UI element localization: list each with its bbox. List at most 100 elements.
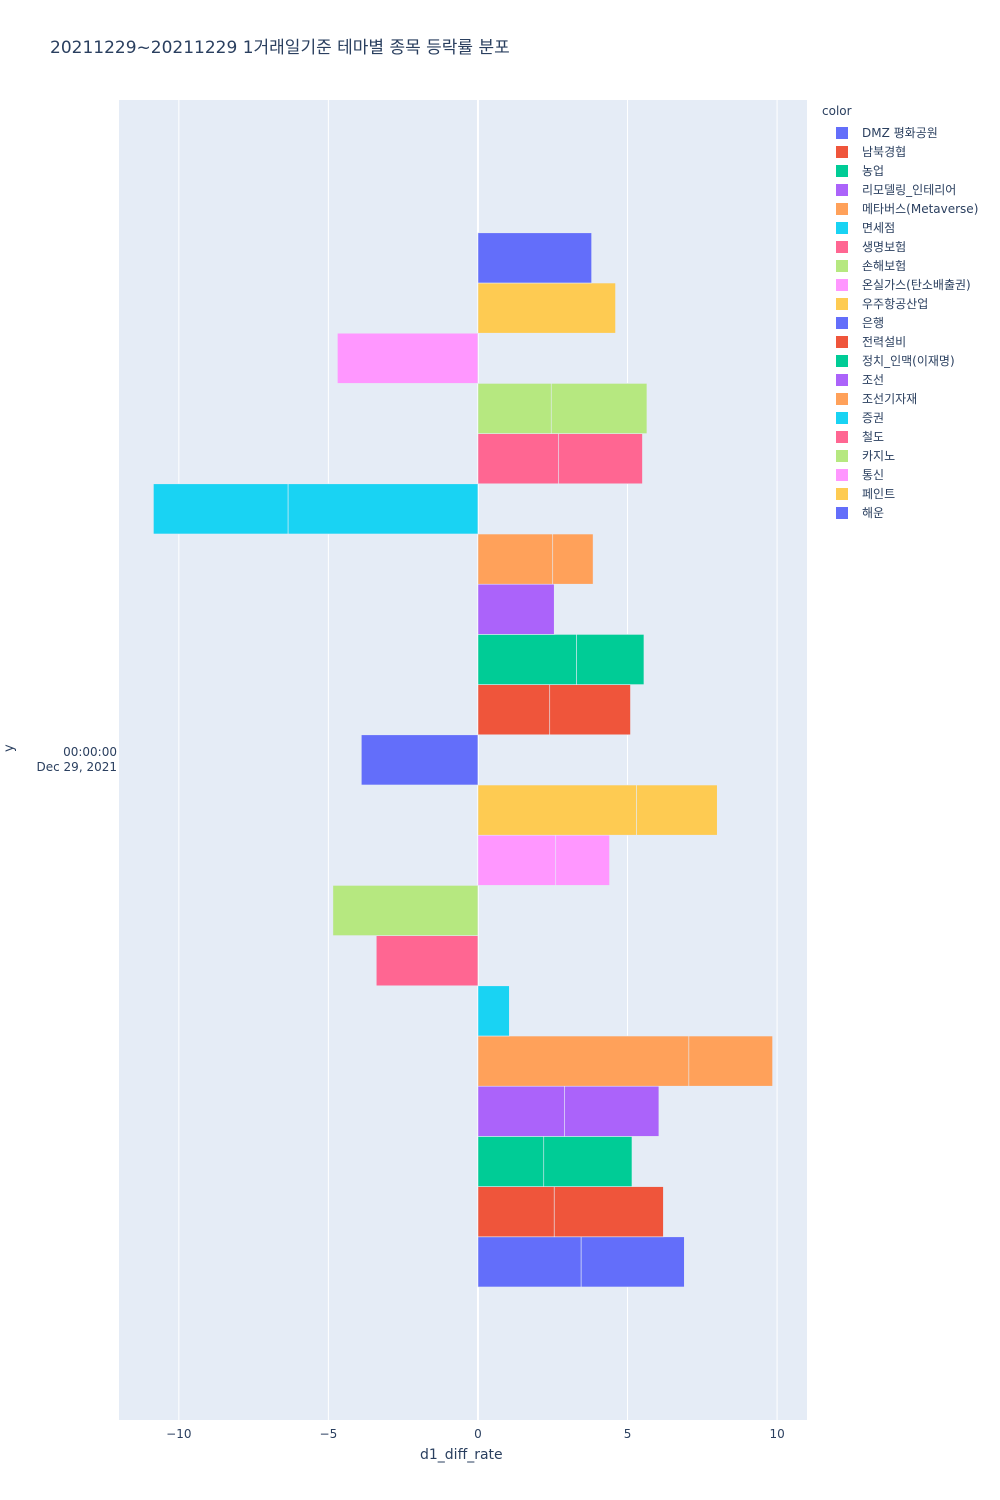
legend-swatch (836, 164, 848, 177)
bar-segment[interactable] (153, 483, 289, 535)
bar-segment[interactable] (477, 383, 552, 434)
legend-item[interactable]: 조선 (822, 370, 978, 389)
bar-segment[interactable] (477, 1085, 566, 1137)
bar-segment[interactable] (477, 583, 555, 635)
legend-item[interactable]: 조선기자재 (822, 389, 978, 408)
bar-segment[interactable] (558, 433, 643, 485)
bar-segment[interactable] (552, 533, 594, 585)
y-tick-time: 00:00:00 (63, 745, 117, 759)
legend-swatch (836, 506, 848, 519)
bar-segment[interactable] (580, 1236, 685, 1288)
legend-label: 은행 (862, 316, 885, 330)
bar-segment[interactable] (375, 935, 479, 987)
bar-segment[interactable] (477, 634, 577, 685)
legend-item[interactable]: 우주항공산업 (822, 294, 978, 313)
bar-segment[interactable] (550, 383, 648, 434)
legend-item[interactable]: 은행 (822, 313, 978, 332)
legend-label: 리모델링_인테리어 (862, 183, 957, 197)
legend-item[interactable]: 철도 (822, 427, 978, 446)
legend-label: 손해보험 (862, 259, 907, 273)
legend-label: 우주항공산업 (862, 297, 929, 311)
legend-label: 해운 (862, 506, 885, 520)
legend-label: 농업 (862, 164, 885, 178)
legend-swatch (836, 411, 848, 424)
legend-label: 카지노 (862, 449, 896, 463)
bar-segment[interactable] (332, 885, 479, 936)
bar-segment[interactable] (477, 985, 510, 1037)
x-tick-label: 0 (474, 1427, 482, 1441)
legend-item[interactable]: 카지노 (822, 446, 978, 465)
bar-segment[interactable] (477, 784, 637, 836)
legend-label: 정치_인맥(이재명) (862, 354, 955, 368)
bar-segment[interactable] (477, 282, 616, 334)
legend-swatch (836, 202, 848, 215)
legend-item[interactable]: 리모델링_인테리어 (822, 180, 978, 199)
legend-label: 조선 (862, 373, 885, 387)
bar-segment[interactable] (576, 634, 645, 685)
bar-segment[interactable] (360, 734, 479, 786)
legend-item[interactable]: 정치_인맥(이재명) (822, 351, 978, 370)
legend-label: 메타버스(Metaverse) (862, 202, 979, 216)
bar-segment[interactable] (287, 483, 479, 535)
legend-item[interactable]: 생명보험 (822, 237, 978, 256)
legend-swatch (836, 392, 848, 405)
legend-swatch (836, 183, 848, 196)
legend-swatch (836, 335, 848, 348)
legend-label: 페인트 (862, 487, 896, 501)
legend-label: DMZ 평화공원 (862, 126, 938, 140)
legend-item[interactable]: 농업 (822, 161, 978, 180)
bar-segment[interactable] (688, 1035, 773, 1087)
legend-swatch (836, 316, 848, 329)
legend-label: 전력설비 (862, 335, 907, 349)
legend-item[interactable]: 남북경협 (822, 142, 978, 161)
legend-label: 남북경협 (862, 145, 907, 159)
bar-segment[interactable] (477, 232, 592, 284)
bar-segment[interactable] (477, 1186, 555, 1238)
legend-item[interactable]: 전력설비 (822, 332, 978, 351)
bar-segment[interactable] (337, 332, 479, 384)
legend-swatch (836, 240, 848, 253)
legend-label: 면세점 (862, 221, 896, 235)
legend-item[interactable]: 온실가스(탄소배출권) (822, 275, 978, 294)
legend-item[interactable]: 페인트 (822, 484, 978, 503)
x-tick-label: 10 (769, 1427, 784, 1441)
bar-segment[interactable] (636, 784, 718, 836)
legend-item[interactable]: DMZ 평화공원 (822, 123, 978, 142)
bar-segment[interactable] (477, 533, 554, 585)
legend-item[interactable]: 해운 (822, 503, 978, 522)
bar-segment[interactable] (564, 1085, 660, 1137)
x-tick-label: −5 (320, 1427, 338, 1441)
bar-segment[interactable] (555, 834, 610, 886)
x-tick-label: −10 (166, 1427, 191, 1441)
legend-item[interactable]: 통신 (822, 465, 978, 484)
bar-segment[interactable] (477, 1236, 582, 1288)
bar-segment[interactable] (553, 1186, 664, 1238)
bar-segment[interactable] (543, 1136, 633, 1187)
legend-swatch (836, 145, 848, 158)
legend-label: 온실가스(탄소배출권) (862, 278, 971, 292)
x-tick-labels: −10 −5 0 5 10 (166, 1427, 785, 1441)
legend-label: 통신 (862, 468, 885, 482)
legend-item[interactable]: 면세점 (822, 218, 978, 237)
bar-segment[interactable] (477, 834, 557, 886)
legend-item[interactable]: 증권 (822, 408, 978, 427)
legend-item[interactable]: 메타버스(Metaverse) (822, 199, 978, 218)
legend-item[interactable]: 손해보험 (822, 256, 978, 275)
bar-segment[interactable] (549, 684, 631, 736)
y-tick-date: Dec 29, 2021 (36, 760, 117, 774)
bar-segment[interactable] (477, 1136, 545, 1187)
legend-swatch (836, 487, 848, 500)
legend-swatch (836, 449, 848, 462)
legend-label: 생명보험 (862, 240, 907, 254)
bar-segment[interactable] (477, 1035, 690, 1087)
bar-segment[interactable] (477, 684, 551, 736)
legend-label: 증권 (862, 411, 885, 425)
y-tick-label: 00:00:00 Dec 29, 2021 (37, 745, 117, 775)
legend-label: 조선기자재 (862, 392, 918, 406)
legend-swatch (836, 468, 848, 481)
legend-title: color (822, 104, 852, 118)
bar-segment[interactable] (477, 433, 560, 485)
legend-swatch (836, 373, 848, 386)
